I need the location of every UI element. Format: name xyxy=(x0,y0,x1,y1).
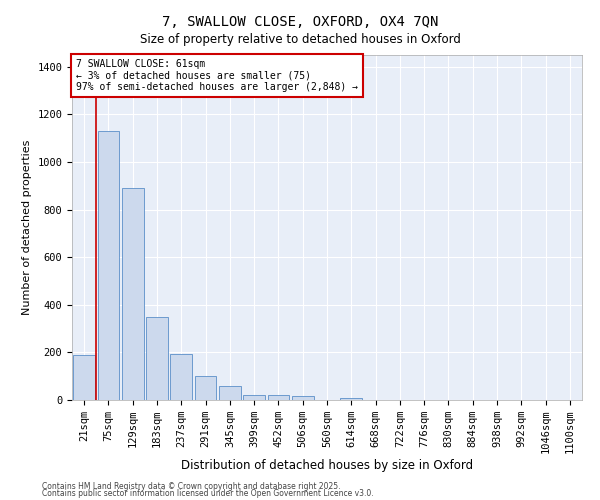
Bar xyxy=(73,355,95,400)
Bar xyxy=(146,316,168,400)
Bar xyxy=(292,396,314,400)
Text: Contains HM Land Registry data © Crown copyright and database right 2025.: Contains HM Land Registry data © Crown c… xyxy=(42,482,341,491)
X-axis label: Distribution of detached houses by size in Oxford: Distribution of detached houses by size … xyxy=(181,459,473,472)
Text: Size of property relative to detached houses in Oxford: Size of property relative to detached ho… xyxy=(140,32,460,46)
Bar xyxy=(340,398,362,400)
Bar xyxy=(219,386,241,400)
Bar xyxy=(268,395,289,400)
Bar xyxy=(97,131,119,400)
Bar xyxy=(243,395,265,400)
Bar xyxy=(122,188,143,400)
Y-axis label: Number of detached properties: Number of detached properties xyxy=(22,140,32,315)
Text: 7 SWALLOW CLOSE: 61sqm
← 3% of detached houses are smaller (75)
97% of semi-deta: 7 SWALLOW CLOSE: 61sqm ← 3% of detached … xyxy=(76,59,358,92)
Bar xyxy=(170,354,192,400)
Bar xyxy=(194,376,217,400)
Text: 7, SWALLOW CLOSE, OXFORD, OX4 7QN: 7, SWALLOW CLOSE, OXFORD, OX4 7QN xyxy=(162,15,438,29)
Text: Contains public sector information licensed under the Open Government Licence v3: Contains public sector information licen… xyxy=(42,490,374,498)
